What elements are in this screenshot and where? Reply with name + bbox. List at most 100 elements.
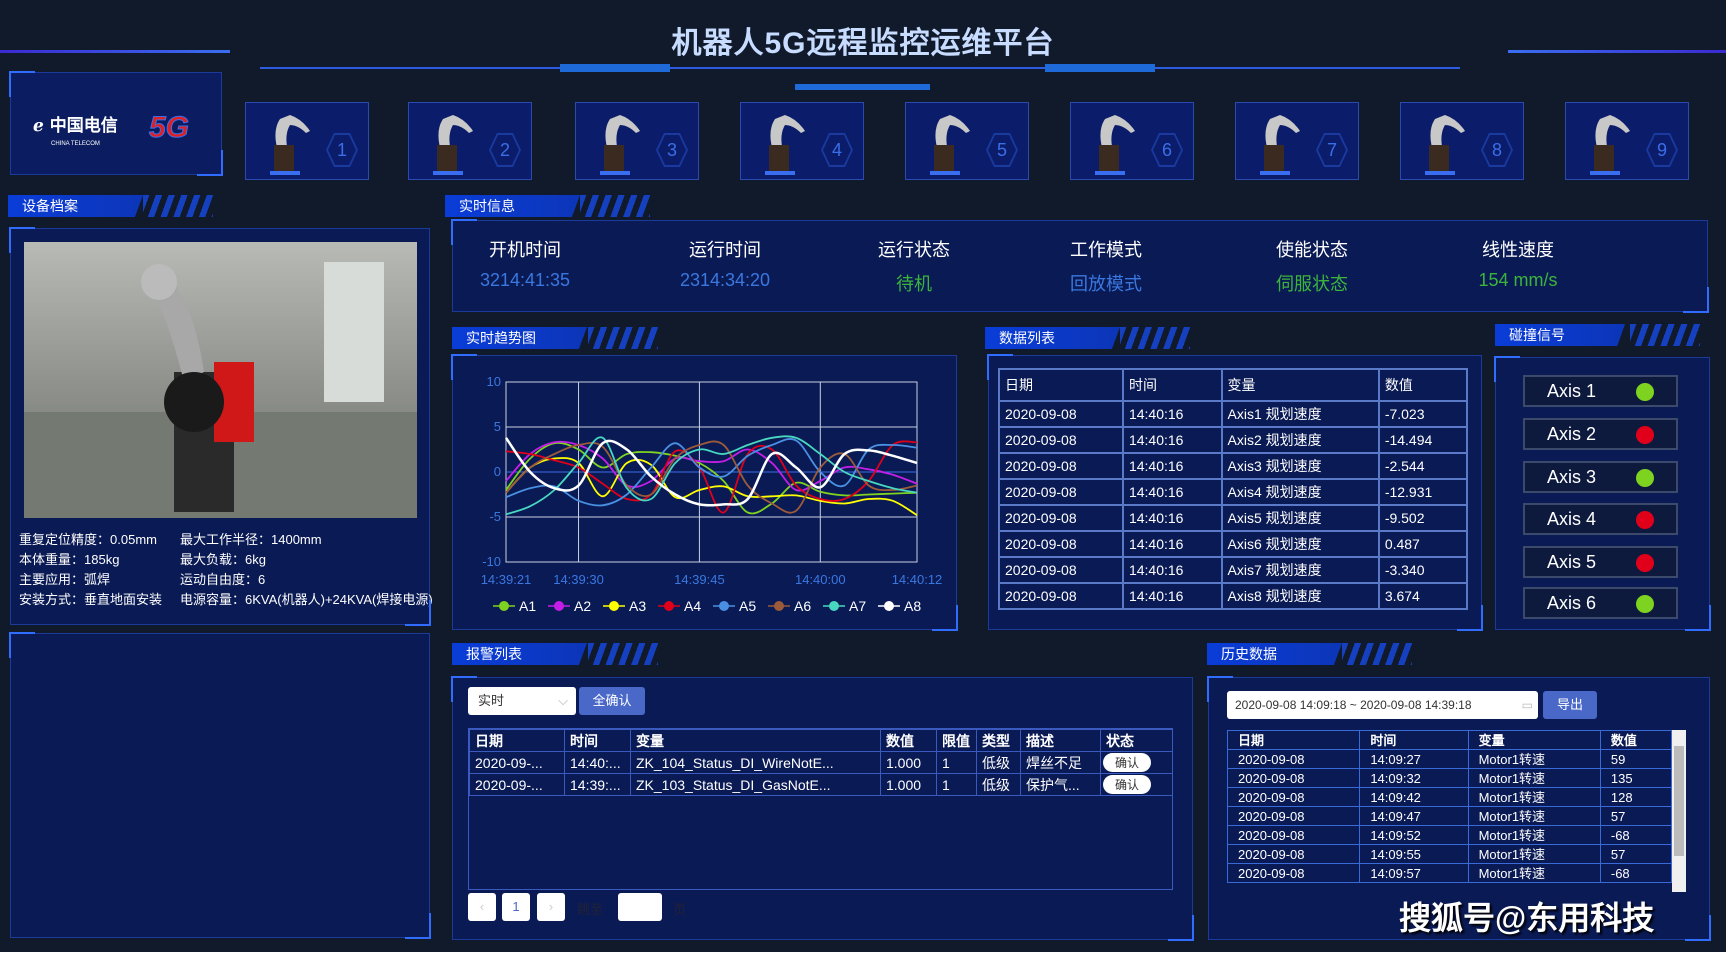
table-cell: 14:40:16 [1121,478,1223,506]
spec-item: 主要应用：弧焊 [19,569,110,588]
robot-number-badge: 1 [326,133,358,167]
table-cell: 14:40:16 [1121,400,1223,428]
stripes-deco [1630,324,1700,346]
robot-number: 3 [658,135,686,165]
collision-axis-2: Axis 2 [1523,418,1678,450]
legend-label: A2 [574,598,591,614]
table-cell: 14:09:52 [1359,825,1469,845]
logo-box: ℯ 中国电信 CHINA TELECOM 5G [9,71,223,176]
table-cell: Axis5 规划速度 [1220,504,1380,532]
spec-value: 垂直地面安装 [84,592,163,607]
x-tick-label: 14:40:12 [892,572,943,587]
page-1-button[interactable]: 1 [502,893,530,921]
prev-page-button[interactable]: ‹ [468,893,496,921]
robot-arm-icon [765,115,805,175]
info-item: 线性速度 154 mm/s [1428,236,1608,291]
legend-label: A8 [904,598,921,614]
status-indicator-icon [1636,469,1654,487]
table-cell: 2020-09-08 [998,426,1124,454]
column-header: 数值 [1599,730,1673,750]
stripes-deco [1120,327,1190,349]
alarm-table-box: 日期 时间 变量 数值 限值 类型 描述 状态 2020-09-... 14:40:... ZK_1… [468,728,1173,890]
table-cell: Motor1转速 [1467,749,1601,769]
spec-value: 185kg [84,552,120,567]
svg-text:5G: 5G [149,111,189,144]
date-range-picker[interactable]: 2020-09-08 14:09:18 ~ 2020-09-08 14:39:1… [1227,691,1538,719]
table-cell: 57 [1599,844,1673,864]
spec-item: 本体重量：185kg [19,549,119,568]
robot-number: 5 [988,135,1016,165]
table-cell: ZK_103_Status_DI_GasNotE... [630,773,881,796]
robot-thumbnail-5[interactable]: 5 [905,102,1029,180]
table-cell: Axis6 规划速度 [1220,530,1380,558]
goto-page-input[interactable] [618,893,662,921]
column-header: 数值 [1377,368,1469,402]
stripes-deco [588,327,658,349]
datalist-panel: 日期 时间 变量 数值 2020-09-08 14:40:16 Axis1 规划速度 -7.0… [987,354,1483,631]
robot-number-badge: 6 [1151,133,1183,167]
robot-thumbnail-8[interactable]: 8 [1400,102,1524,180]
table-row: 2020-09-08 14:09:47 Motor1转速 57 [1226,806,1673,826]
table-cell: -12.931 [1377,478,1469,506]
section-title-history: 历史数据 [1207,643,1342,665]
table-row: 2020-09-08 14:09:32 Motor1转速 135 [1226,768,1673,788]
spec-value: 6 [258,572,266,587]
info-item: 运行状态 待机 [824,236,1004,296]
table-cell: 焊丝不足 [1020,751,1101,774]
china-telecom-logo: ℯ 中国电信 CHINA TELECOM 5G [33,111,190,148]
confirm-button[interactable]: 确认 [1103,775,1152,794]
section-title-trend: 实时趋势图 [452,327,587,349]
confirm-all-button[interactable]: 全确认 [579,687,645,715]
robot-number: 4 [823,135,851,165]
confirm-button[interactable]: 确认 [1103,753,1152,772]
chevron-down-icon: ⌵ [558,693,568,708]
column-header: 日期 [469,729,565,752]
header-deco [1508,50,1726,53]
table-cell: 14:09:27 [1359,749,1469,769]
table-cell: 14:40:... [564,751,631,774]
table-cell: 14:40:16 [1121,556,1223,584]
info-label: 工作模式 [1070,240,1142,260]
robot-number-badge: 7 [1316,133,1348,167]
section-title-datalist: 数据列表 [985,327,1120,349]
robot-number: 6 [1153,135,1181,165]
stripes-deco [580,195,650,217]
robot-thumbnail-9[interactable]: 9 [1565,102,1689,180]
table-cell: 1 [936,773,977,796]
status-indicator-icon [1636,595,1654,613]
info-label: 运行时间 [689,240,761,260]
table-row: 2020-09-08 14:09:57 Motor1转速 -68 [1226,863,1673,883]
info-item: 开机时间 3214:41:35 [435,236,615,291]
robot-arm-icon [600,115,640,175]
spec-key: 重复定位精度： [19,532,111,547]
table-cell: 0.487 [1377,530,1469,558]
alarm-mode-select[interactable]: 实时 ⌵ [468,687,576,715]
y-tick-label: -5 [489,509,501,524]
table-cell: Axis2 规划速度 [1220,426,1380,454]
spec-item: 重复定位精度：0.05mm [19,529,157,548]
legend-label: A1 [519,598,536,614]
robot-thumbnail-4[interactable]: 4 [740,102,864,180]
robot-thumbnail-1[interactable]: 1 [245,102,369,180]
table-cell: 2020-09-08 [1226,806,1361,826]
table-cell: 1.000 [880,751,937,774]
calendar-icon: ▭ [1521,698,1533,712]
robot-thumbnail-2[interactable]: 2 [408,102,532,180]
spec-key: 最大工作半径： [180,532,272,547]
robot-thumbnail-6[interactable]: 6 [1070,102,1194,180]
table-cell: -14.494 [1377,426,1469,454]
export-button[interactable]: 导出 [1543,691,1597,719]
page-title: 机器人5G远程监控运维平台 [671,27,1055,60]
column-header: 状态 [1100,729,1173,752]
scrollbar-thumb[interactable] [1674,746,1684,856]
table-row: 2020-09-08 14:40:16 Axis3 规划速度 -2.544 [998,452,1469,480]
table-cell: 低级 [976,751,1021,774]
legend-marker [829,601,839,611]
robot-thumbnail-3[interactable]: 3 [575,102,699,180]
scrollbar[interactable] [1672,730,1686,892]
table-cell: Motor1转速 [1467,825,1601,845]
next-page-button[interactable]: › [537,893,565,921]
robot-number-badge: 4 [821,133,853,167]
table-cell: 128 [1599,787,1673,807]
robot-thumbnail-7[interactable]: 7 [1235,102,1359,180]
